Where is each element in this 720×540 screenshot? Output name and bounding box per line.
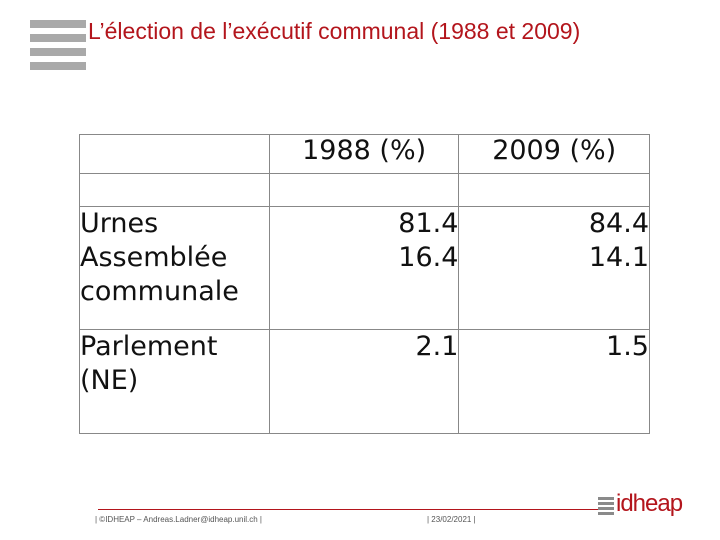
idheap-logo: idheap: [598, 490, 688, 520]
table-row: Urnes Assemblée communale 81.4 16.4 84.4…: [79, 206, 650, 330]
results-table: 1988 (%) 2009 (%) Urnes Assemblée commun…: [79, 134, 650, 434]
table-header-row: 1988 (%) 2009 (%): [79, 134, 650, 174]
label-cell: Urnes Assemblée communale: [79, 206, 270, 330]
footer-divider: [98, 509, 608, 510]
label-assemblee-communale: Assemblée communale: [80, 242, 239, 307]
value-assemblee-1988: 16.4: [398, 242, 459, 273]
empty-cell: [458, 173, 650, 207]
brand-text: idheap: [616, 490, 683, 517]
value-urnes-1988: 81.4: [398, 208, 459, 239]
values-2009-cell: 84.4 14.1: [458, 206, 650, 330]
header-empty-cell: [79, 134, 270, 174]
empty-cell: [268, 173, 460, 207]
logo-bars: [30, 20, 86, 76]
value-urnes-2009: 84.4: [588, 208, 649, 239]
table-row: Parlement (NE) 2.1 1.5: [79, 329, 650, 434]
footer-date: | 23/02/2021 |: [427, 515, 476, 524]
table-empty-row: [79, 173, 650, 207]
value-parlement-2009: 1.5: [458, 329, 650, 434]
footer-copyright: | ©IDHEAP – Andreas.Ladner@idheap.unil.c…: [95, 515, 263, 524]
header-1988: 1988 (%): [268, 134, 460, 174]
brand-mark-icon: [598, 497, 614, 517]
values-1988-cell: 81.4 16.4: [268, 206, 460, 330]
slide-title: L’élection de l’exécutif communal (1988 …: [88, 18, 581, 44]
value-parlement-1988: 2.1: [268, 329, 460, 434]
empty-cell: [79, 173, 270, 207]
results-table-wrap: 1988 (%) 2009 (%) Urnes Assemblée commun…: [79, 134, 650, 434]
header-2009: 2009 (%): [458, 134, 650, 174]
label-urnes: Urnes: [80, 208, 159, 239]
label-parlement: Parlement (NE): [79, 329, 270, 434]
value-assemblee-2009: 14.1: [588, 242, 649, 273]
